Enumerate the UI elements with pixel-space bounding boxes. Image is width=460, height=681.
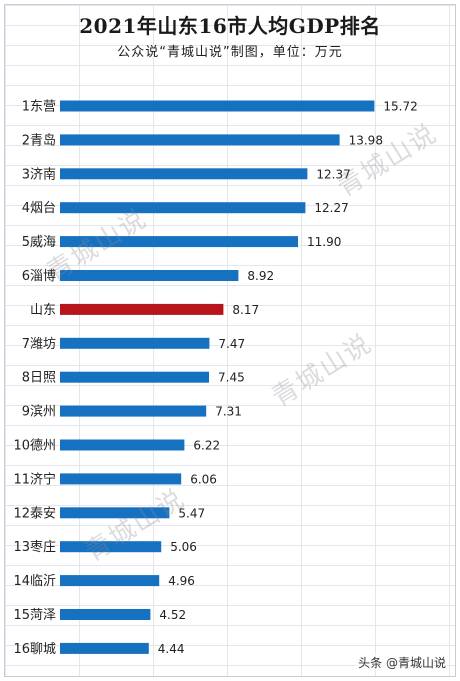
bar <box>60 270 239 281</box>
category-label: 1东营 <box>22 100 56 115</box>
value-label: 4.96 <box>168 574 195 588</box>
bar-highlight <box>60 303 224 315</box>
category-label: 15菏泽 <box>13 608 56 623</box>
category-label: 2青岛 <box>22 132 56 148</box>
value-label: 15.72 <box>383 100 417 114</box>
category-label: 4烟台 <box>22 201 56 216</box>
value-label: 11.90 <box>307 235 341 249</box>
value-label: 12.27 <box>314 201 348 215</box>
value-label: 7.31 <box>215 405 242 419</box>
category-label: 13枣庄 <box>13 539 56 555</box>
value-label: 8.92 <box>247 269 274 283</box>
value-label: 12.37 <box>316 167 350 181</box>
bar <box>60 439 185 451</box>
bar <box>60 609 151 620</box>
bar <box>60 134 340 146</box>
value-label: 7.47 <box>218 337 245 351</box>
category-label: 10德州 <box>13 439 56 454</box>
category-label: 11济宁 <box>13 471 56 487</box>
bar <box>60 100 375 112</box>
bar <box>60 541 162 553</box>
bar <box>60 405 207 417</box>
value-label: 4.52 <box>159 608 186 622</box>
value-label: 4.44 <box>158 642 185 656</box>
bar <box>60 507 170 519</box>
category-label: 5威海 <box>22 235 56 250</box>
chart-subtitle: 公众说“青城山说”制图，单位：万元 <box>117 45 343 60</box>
value-label: 7.45 <box>218 371 245 385</box>
bar <box>60 575 160 587</box>
bar <box>60 337 210 349</box>
category-label: 6淄博 <box>22 269 56 284</box>
bar <box>60 168 308 180</box>
value-label: 5.47 <box>178 506 205 520</box>
category-label: 7潍坊 <box>22 337 56 352</box>
category-label: 8日照 <box>22 371 56 386</box>
plot-area <box>4 4 456 677</box>
category-label: 12泰安 <box>13 506 56 521</box>
category-label: 山东 <box>30 303 56 318</box>
bar <box>60 202 306 214</box>
bar <box>60 236 298 248</box>
value-label: 6.22 <box>193 439 220 453</box>
source-credit: 头条 @青城山说 <box>356 654 448 671</box>
value-label: 5.06 <box>170 540 197 554</box>
bar <box>60 473 182 485</box>
bar <box>60 642 149 654</box>
category-label: 9滨州 <box>22 404 56 420</box>
category-label: 3济南 <box>22 166 56 182</box>
value-label: 6.06 <box>190 472 217 486</box>
chart-title: 2021年山东16市人均GDP排名 <box>79 14 381 38</box>
category-label: 14临沂 <box>13 574 56 589</box>
category-label: 16聊城 <box>13 642 56 657</box>
value-label: 8.17 <box>232 303 259 317</box>
value-label: 13.98 <box>349 133 383 147</box>
bar <box>60 371 209 383</box>
